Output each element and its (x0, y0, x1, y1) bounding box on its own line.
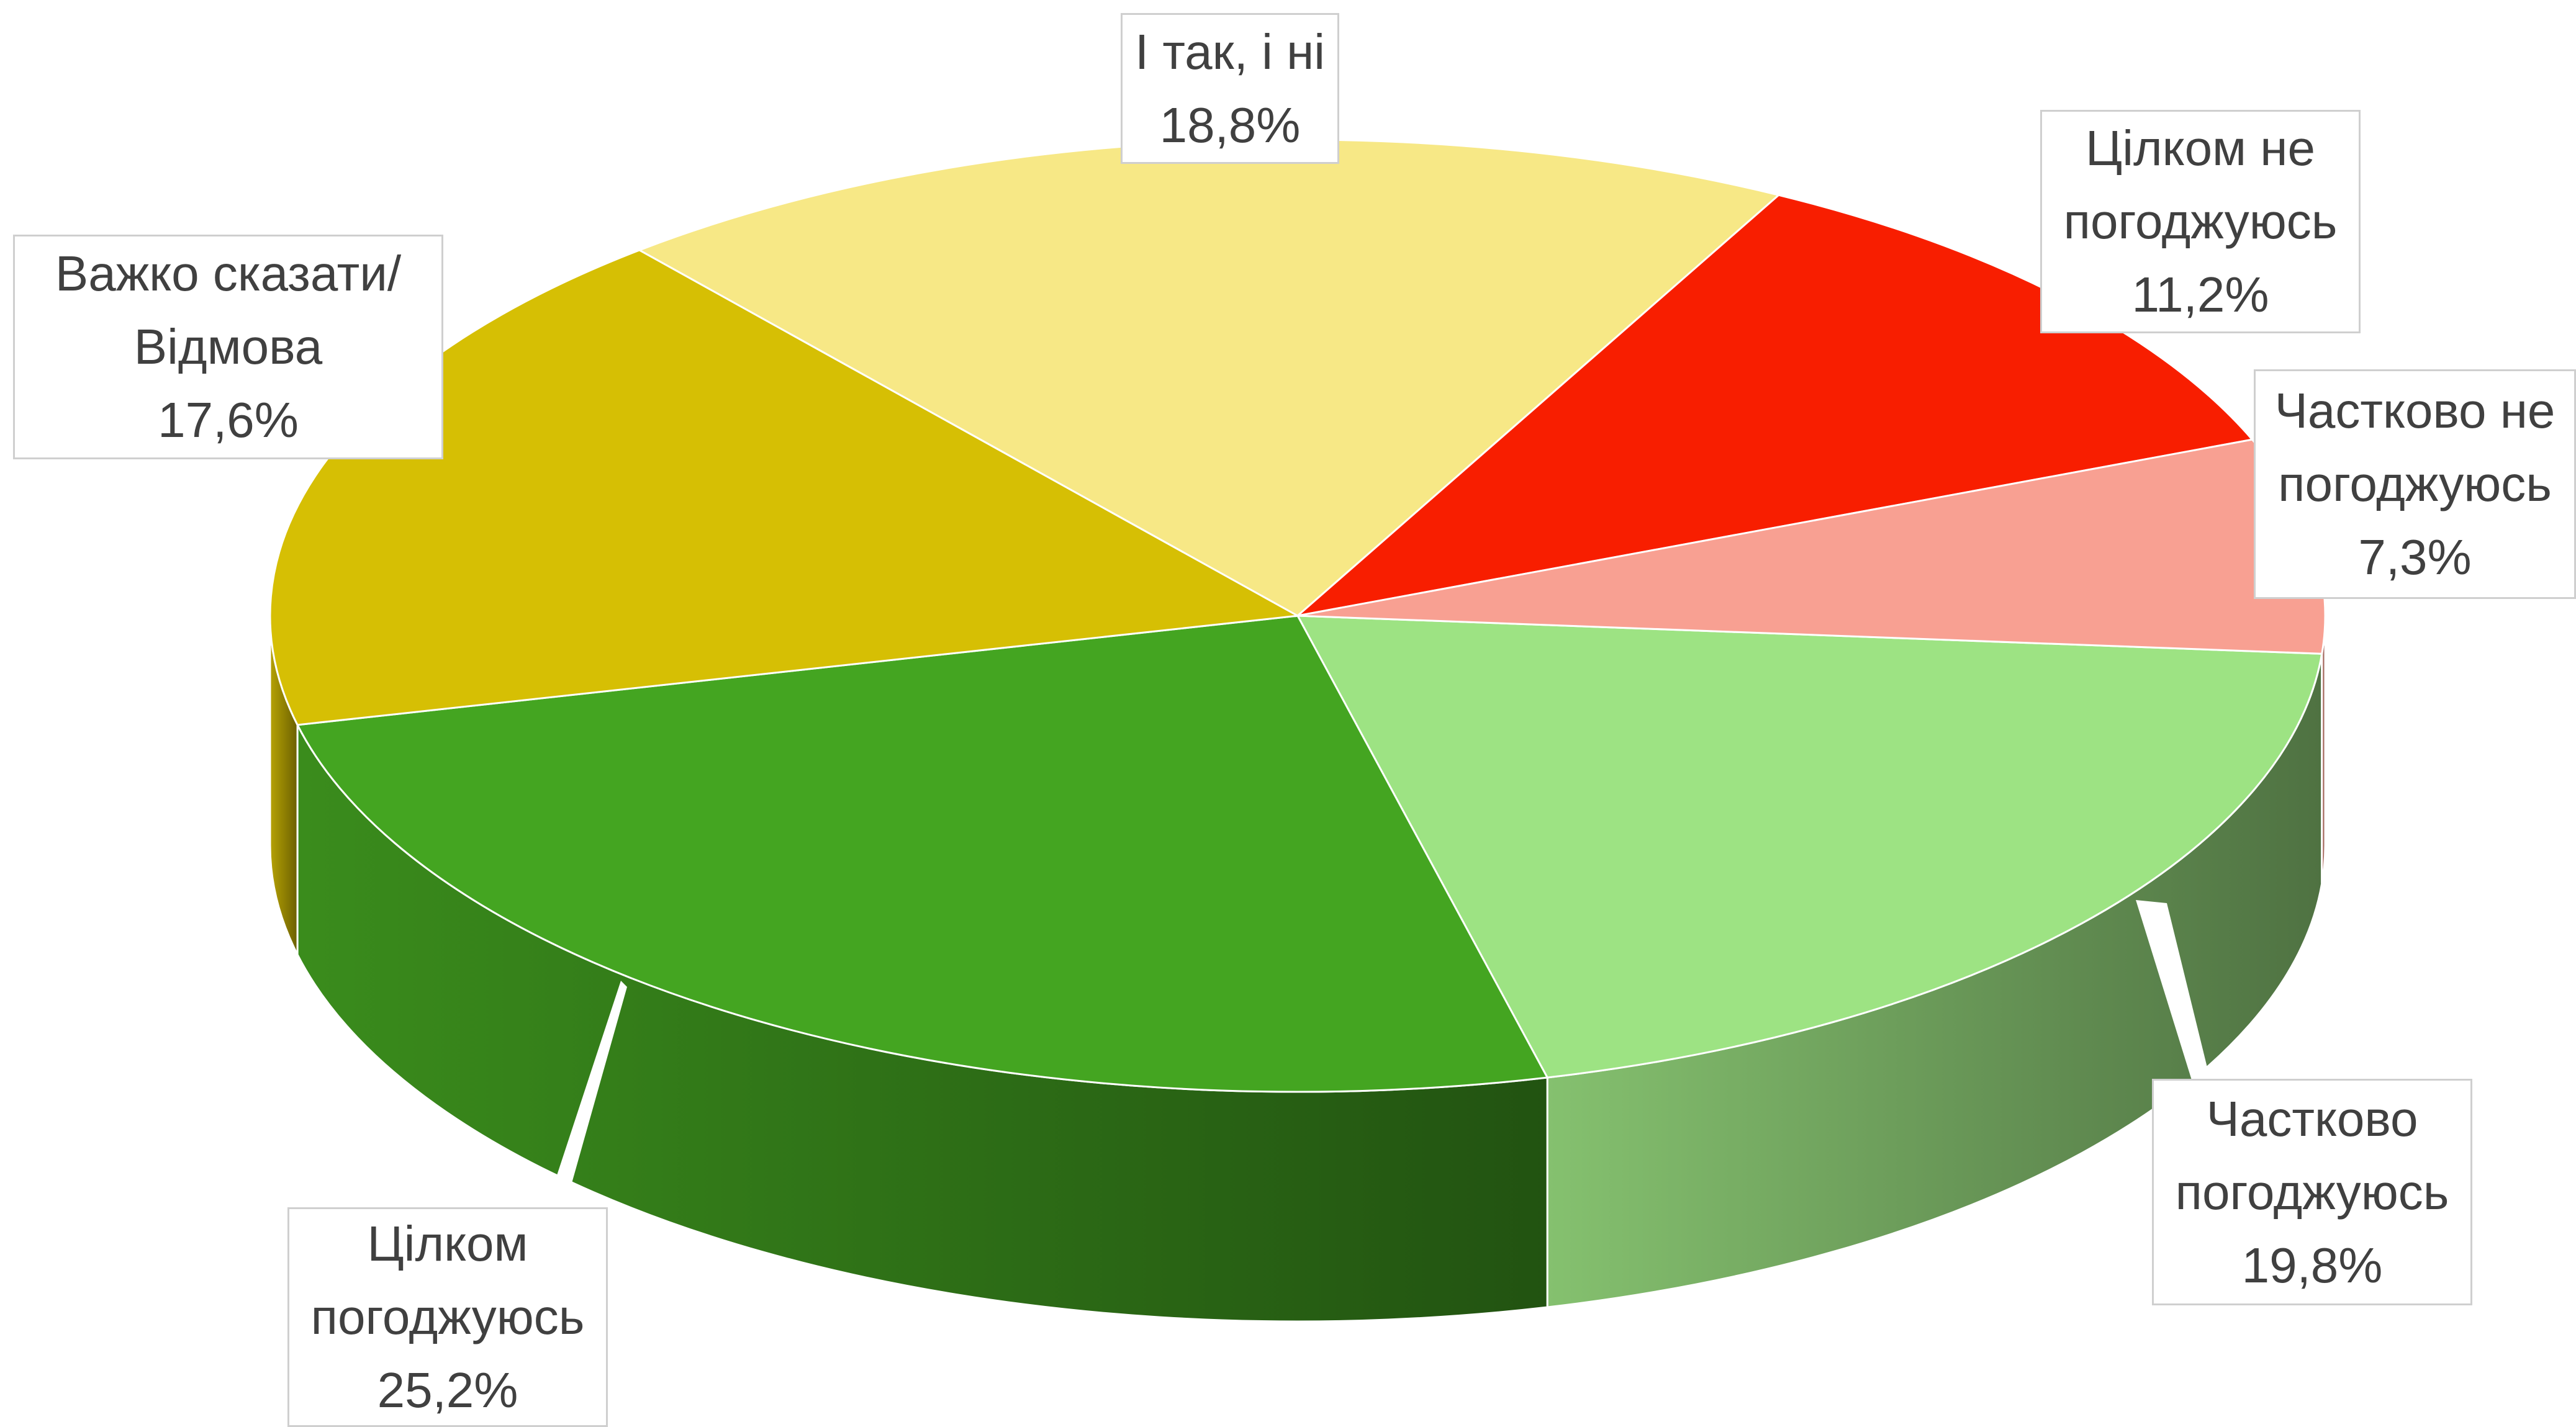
data-label: Частково погоджуюсь 19,8% (2152, 1079, 2472, 1305)
label-box: І так, і ні 18,8% (1121, 13, 1339, 164)
data-label: Цілком погоджуюсь 25,2% (287, 1207, 608, 1427)
value-label: 18,8% (1159, 97, 1301, 153)
category-name: Цілком погоджуюсь (310, 1216, 585, 1344)
leader-line (2136, 900, 2210, 1080)
value-label: 25,2% (377, 1362, 518, 1418)
data-label: І так, і ні 18,8% (1121, 13, 1339, 164)
data-label: Важко сказати/Відмова 17,6% (13, 235, 443, 459)
slice (269, 249, 1301, 726)
value-label: 19,8% (2241, 1237, 2383, 1293)
label-box: Цілком не погоджуюсь 11,2% (2040, 110, 2361, 333)
label-box: Важко сказати/Відмова 17,6% (13, 235, 443, 459)
value-label: 11,2% (2131, 267, 2269, 322)
label-box: Частково погоджуюсь 19,8% (2152, 1079, 2472, 1305)
value-label: 17,6% (158, 392, 299, 448)
leader-line (546, 981, 627, 1207)
label-box: Цілком погоджуюсь 25,2% (287, 1207, 608, 1427)
data-label: Цілком не погоджуюсь 11,2% (2040, 110, 2361, 333)
category-name: Частково не погоджуюсь (2274, 383, 2556, 511)
category-name: Цілком не погоджуюсь (2063, 120, 2338, 249)
label-box: Частково не погоджуюсь 7,3% (2254, 369, 2576, 599)
category-name: Частково погоджуюсь (2175, 1091, 2449, 1220)
slice (1296, 614, 2323, 1079)
category-name: Важко сказати/Відмова (55, 246, 402, 374)
slice (296, 614, 1549, 1093)
category-name: І так, і ні (1134, 24, 1326, 79)
data-label: Частково не погоджуюсь 7,3% (2254, 369, 2576, 599)
value-label: 7,3% (2358, 529, 2472, 585)
